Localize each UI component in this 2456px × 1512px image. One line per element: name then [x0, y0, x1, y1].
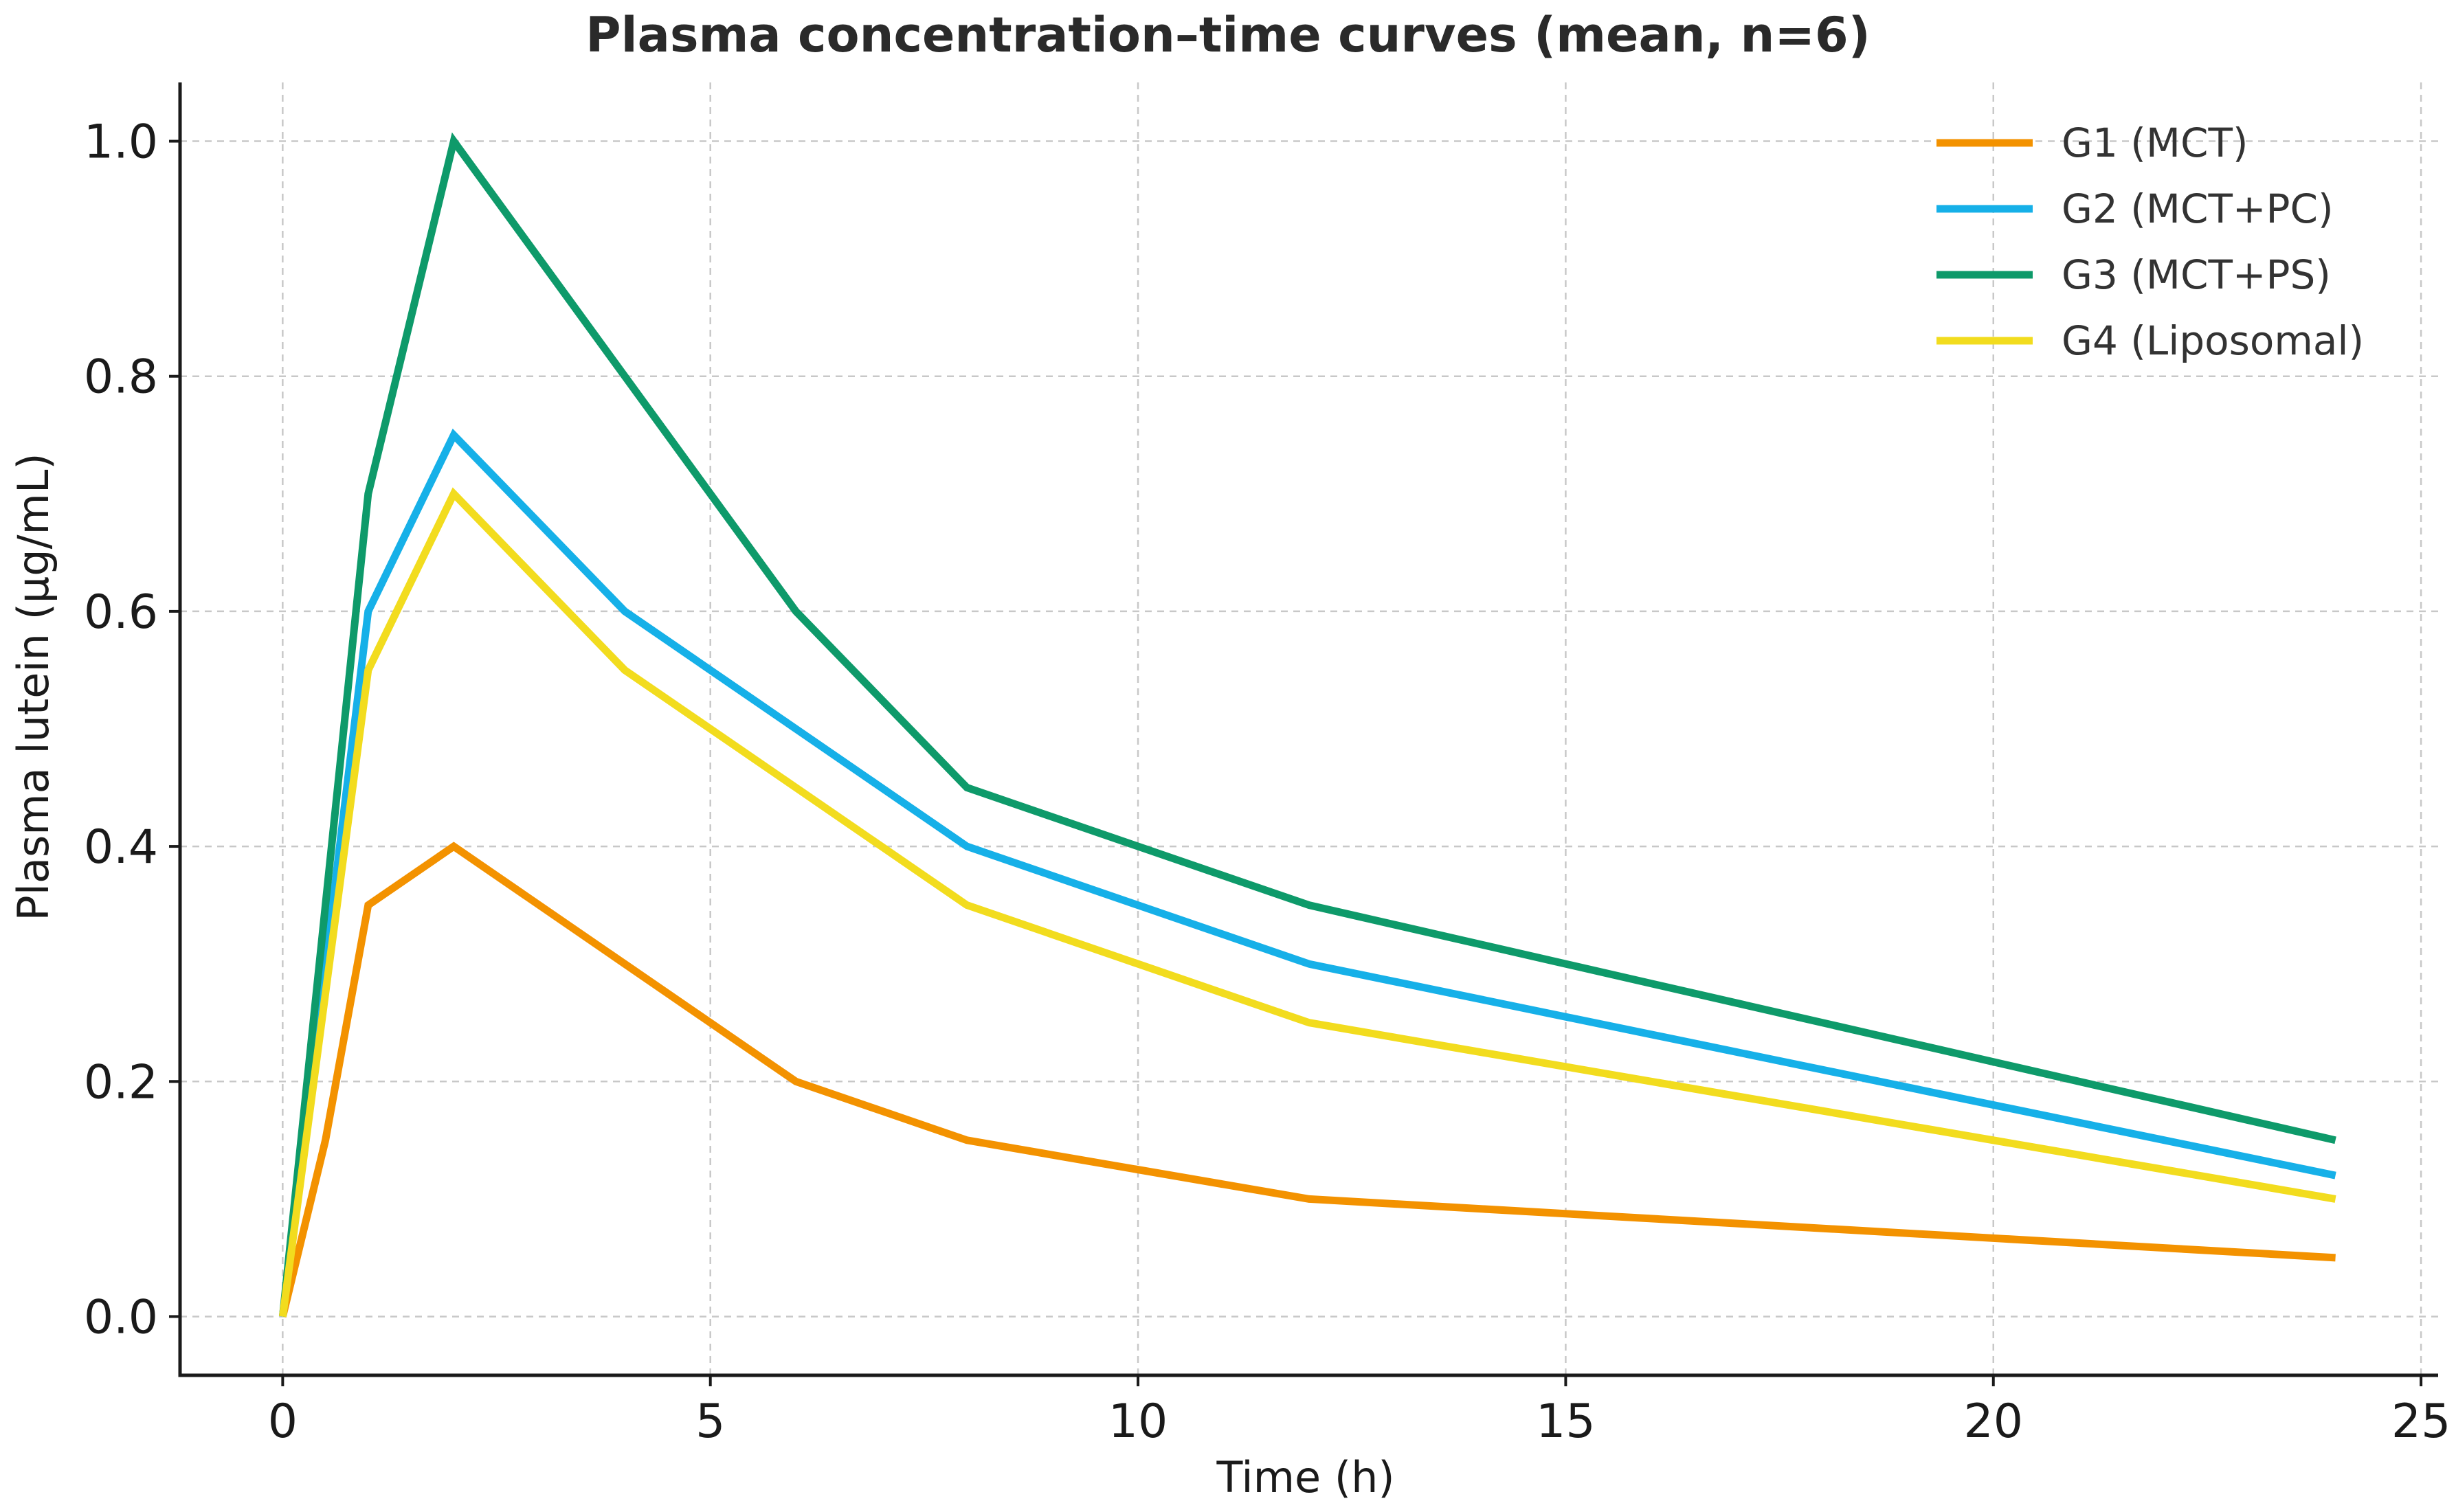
x-tick-label: 10: [1108, 1395, 1168, 1449]
x-tick-label: 20: [1963, 1395, 2023, 1449]
legend-label-g4: G4 (Liposomal): [2062, 317, 2364, 364]
y-tick-label: 1.0: [84, 115, 158, 170]
x-tick-label: 5: [695, 1395, 725, 1449]
axes: 0 5 10 15 20 25 0.0 0.2 0.4 0.6 0.8 1.0: [84, 82, 2451, 1449]
legend: G1 (MCT) G2 (MCT+PC) G3 (MCT+PS) G4 (Liposo…: [1936, 120, 2364, 364]
legend-label-g1: G1 (MCT): [2062, 120, 2248, 166]
y-tick-label: 0.8: [84, 350, 158, 405]
y-axis-label: Plasma lutein (µg/mL): [8, 453, 58, 921]
chart-title: Plasma concentration–time curves (mean, …: [585, 7, 1870, 63]
y-tick-label: 0.0: [84, 1290, 158, 1344]
series-line-g2: [278, 428, 2336, 1318]
series-line-g1: [279, 842, 2336, 1318]
series-lines: [278, 132, 2336, 1318]
y-tick-label: 0.4: [84, 820, 158, 875]
x-tick-label: 15: [1536, 1395, 1596, 1449]
series-line-g3: [278, 132, 2336, 1318]
x-tick-label: 25: [2391, 1395, 2451, 1449]
x-tick-label: 0: [268, 1395, 298, 1449]
series-line-g4: [278, 487, 2336, 1318]
y-tick-label: 0.6: [84, 585, 158, 640]
legend-label-g3: G3 (MCT+PS): [2062, 251, 2331, 298]
y-tick-label: 0.2: [84, 1055, 158, 1109]
x-axis-label: Time (h): [1216, 1452, 1394, 1502]
legend-label-g2: G2 (MCT+PC): [2062, 185, 2334, 232]
grid: [180, 82, 2438, 1375]
